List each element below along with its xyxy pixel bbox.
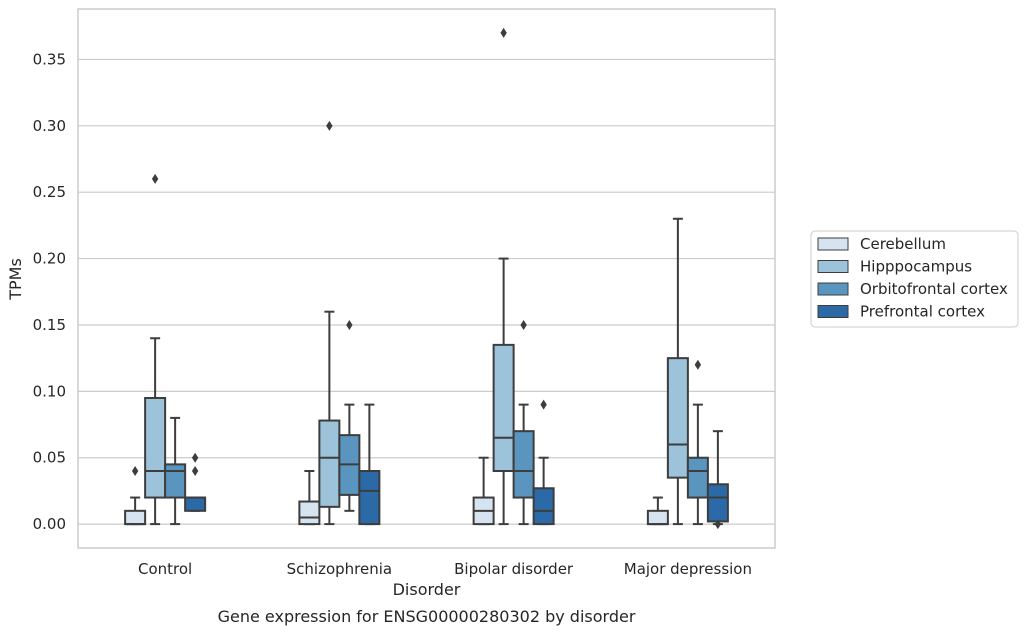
legend-label: Hipppocampus <box>860 258 972 276</box>
y-tick-label: 0.10 <box>33 382 66 400</box>
box-control-prefrontal-cortex <box>184 452 207 512</box>
box-bipolar-disorder-hipppocampus <box>492 27 515 526</box>
outlier-point <box>151 173 159 184</box>
box-bipolar-disorder-prefrontal-cortex <box>532 399 555 526</box>
box-body <box>144 396 167 499</box>
y-tick-label: 0.30 <box>33 117 66 135</box>
legend-label: Orbitofrontal cortex <box>860 280 1008 298</box>
outlier-point <box>694 359 702 370</box>
legend-frame <box>810 230 1019 328</box>
plot-frame <box>77 8 776 549</box>
legend: Cerebellum Hipppocampus Orbitofrontal cort… <box>810 230 1019 328</box>
box-control-orbitofrontal-cortex <box>164 416 187 526</box>
x-tick-label: Major depression <box>624 560 752 578</box>
box-bipolar-disorder-orbitofrontal-cortex <box>512 319 535 526</box>
box-schizophrenia-orbitofrontal-cortex <box>338 319 361 512</box>
legend-label: Prefrontal cortex <box>860 303 985 321</box>
box-body <box>184 496 207 512</box>
outlier-point <box>326 120 333 131</box>
box-body <box>318 419 341 508</box>
outlier-point <box>540 399 547 410</box>
outlier-point <box>131 466 139 476</box>
box-schizophrenia-hipppocampus <box>318 120 341 526</box>
y-tick-label: 0.20 <box>33 250 66 268</box>
outlier-point <box>714 519 722 530</box>
legend-item: Orbitofrontal cortex <box>817 280 1008 298</box>
legend-swatch <box>817 282 849 296</box>
box-major-depression-hipppocampus <box>666 217 689 526</box>
box-body <box>298 500 321 526</box>
y-tick-label: 0.00 <box>33 515 66 533</box>
legend-swatch <box>817 237 849 251</box>
x-tick-label: Schizophrenia <box>287 560 392 578</box>
box-body <box>124 509 147 526</box>
legend-label: Cerebellum <box>860 235 946 253</box>
box-control-hipppocampus <box>144 173 167 526</box>
legend-item: Cerebellum <box>817 235 946 253</box>
box-body <box>686 456 709 499</box>
y-axis-label: TPMs <box>6 258 25 301</box>
box-major-depression-orbitofrontal-cortex <box>686 359 709 526</box>
box-major-depression-prefrontal-cortex <box>706 430 729 530</box>
box-body <box>164 463 187 499</box>
outlier-point <box>520 319 527 330</box>
outlier-point <box>191 466 199 476</box>
box-body <box>706 483 729 523</box>
legend-item: Prefrontal cortex <box>817 303 985 321</box>
x-axis-label: Disorder <box>393 580 461 599</box>
box-body <box>512 430 535 499</box>
box-schizophrenia-cerebellum <box>298 470 321 526</box>
y-tick-label: 0.15 <box>33 316 66 334</box>
box-body <box>666 357 689 479</box>
legend-swatch <box>817 305 849 318</box>
outlier-point <box>346 319 353 330</box>
outlier-point <box>500 27 507 38</box>
legend-item: Hipppocampus <box>817 258 972 276</box>
y-tick-label: 0.35 <box>33 50 66 68</box>
box-bipolar-disorder-cerebellum <box>472 456 495 526</box>
x-tick-label: Bipolar disorder <box>454 560 574 578</box>
outlier-point <box>191 452 199 463</box>
y-tick-label: 0.05 <box>33 449 66 467</box>
box-groups <box>124 27 729 530</box>
box-body <box>358 470 381 526</box>
legend-swatch <box>817 260 849 273</box>
box-body <box>532 487 555 526</box>
box-body <box>646 509 669 526</box>
chart-caption: Gene expression for ENSG00000280302 by d… <box>218 607 636 626</box>
x-tick-label: Control <box>138 560 192 578</box>
y-tick-label: 0.25 <box>33 183 66 201</box>
box-major-depression-cerebellum <box>646 496 669 526</box>
x-tick-labels: Control Schizophrenia Bipolar disorder Majo… <box>138 560 752 578</box>
box-body <box>492 343 515 472</box>
box-control-cerebellum <box>124 466 147 526</box>
box-schizophrenia-prefrontal-cortex <box>358 403 381 526</box>
y-tick-labels: 0.00 0.05 0.10 0.15 0.20 0.25 0.30 0.35 <box>33 50 66 533</box>
